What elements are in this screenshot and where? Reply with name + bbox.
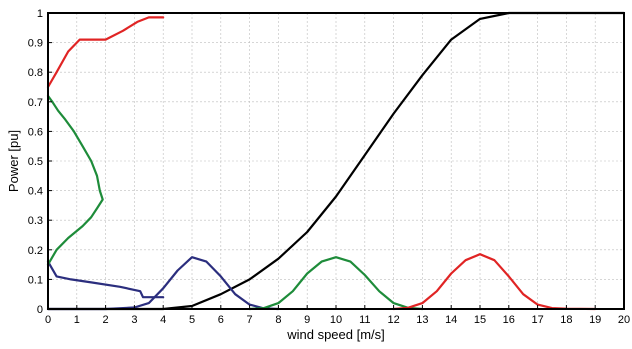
x-tick-label: 9 [304, 314, 310, 326]
series-line-3 [248, 256, 424, 311]
y-tick-labels: 0 0.1 0.2 0.3 0.4 0.5 0.6 0.7 0.8 0.9 1 [28, 8, 52, 316]
x-tick-label: 20 [618, 314, 630, 326]
grid-lines [47, 12, 625, 310]
x-tick-label: 1 [74, 314, 80, 326]
x-tick-label: 2 [103, 314, 109, 326]
y-tick-label: 0.5 [28, 156, 43, 168]
series-line-4 [392, 253, 597, 311]
x-tick-label: 4 [160, 314, 166, 326]
series-line-5 [46, 260, 165, 299]
y-tick-label: 0.6 [28, 126, 43, 138]
x-tick-label: 17 [531, 314, 543, 326]
x-tick-label: 7 [247, 314, 253, 326]
x-tick-labels: 0 1 2 3 4 5 6 7 8 9 10 11 12 13 14 15 16 17 18 19 20 [45, 305, 630, 326]
series-line-1 [46, 11, 626, 311]
x-tick-label: 14 [445, 314, 457, 326]
y-tick-label: 0.2 [28, 245, 43, 257]
x-tick-label: 6 [218, 314, 224, 326]
y-tick-label: 0.9 [28, 38, 43, 50]
x-tick-label: 3 [131, 314, 137, 326]
y-tick-label: 1 [37, 8, 43, 20]
y-tick-label: 0.1 [28, 274, 43, 286]
x-tick-label: 16 [503, 314, 515, 326]
x-tick-label: 12 [387, 314, 399, 326]
x-tick-label: 0 [45, 314, 51, 326]
x-tick-label: 13 [416, 314, 428, 326]
y-axis-label: Power [pu] [6, 130, 21, 192]
y-tick-label: 0.8 [28, 67, 43, 79]
y-tick-label: 0.3 [28, 215, 43, 227]
x-tick-label: 15 [474, 314, 486, 326]
x-tick-label: 19 [589, 314, 601, 326]
x-axis-label: wind speed [m/s] [286, 327, 385, 342]
x-tick-label: 5 [189, 314, 195, 326]
x-tick-label: 11 [359, 314, 370, 326]
y-tick-label: 0.4 [28, 186, 43, 198]
series-line-7 [46, 16, 165, 89]
y-tick-label: 0.7 [28, 97, 43, 109]
x-tick-label: 18 [560, 314, 572, 326]
series-line-6 [46, 94, 104, 266]
x-tick-label: 10 [330, 314, 342, 326]
x-tick-label: 8 [275, 314, 281, 326]
y-tick-label: 0 [37, 304, 43, 316]
